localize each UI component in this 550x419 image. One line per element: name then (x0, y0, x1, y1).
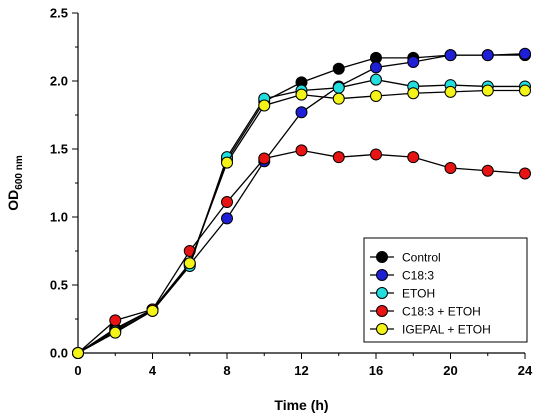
y-tick-label: 2.0 (50, 74, 68, 89)
data-point (481, 49, 494, 62)
legend-item: C18:3 (370, 269, 434, 283)
legend: Control C18:3 ETOH C18:3 + ETOH IGEPAL + ETO… (363, 237, 528, 343)
data-point (519, 167, 531, 180)
data-point (407, 87, 420, 100)
data-point (444, 49, 457, 62)
legend-marker (376, 269, 388, 281)
y-tick-label: 2.5 (50, 6, 68, 21)
data-point (370, 148, 382, 161)
legend-label: Control (402, 251, 441, 265)
y-tick-label: 0.0 (50, 346, 68, 361)
y-tick-label: 0.5 (50, 278, 68, 293)
data-point (258, 152, 271, 165)
y-axis-title-subscript: 600 nm (14, 155, 25, 190)
y-tick-label: 1.5 (50, 142, 68, 157)
y-tick-label: 1.0 (50, 210, 68, 225)
data-point (332, 92, 345, 105)
data-point (332, 81, 345, 94)
data-point (146, 304, 159, 317)
legend-item: IGEPAL + ETOH (370, 323, 491, 337)
legend-marker (376, 305, 388, 317)
data-point (370, 61, 382, 74)
data-point (519, 84, 531, 97)
x-tick-label: 12 (294, 363, 308, 378)
x-tick-label: 20 (443, 363, 457, 378)
x-tick-label: 4 (149, 363, 157, 378)
data-point (444, 162, 457, 175)
series (72, 84, 531, 359)
legend-label: C18:3 (402, 269, 434, 283)
legend-marker (376, 287, 388, 299)
data-point (444, 85, 457, 98)
y-axis-title-main: OD (5, 190, 21, 211)
legend-marker (376, 323, 388, 335)
data-point (481, 164, 494, 177)
data-point (332, 62, 345, 75)
legend-label: C18:3 + ETOH (402, 305, 481, 319)
series-layer (72, 47, 531, 359)
y-axis-title: OD600 nm (5, 155, 25, 211)
data-point (221, 212, 233, 225)
legend-item: ETOH (370, 287, 435, 301)
x-axis-title: Time (h) (274, 397, 328, 413)
data-point (407, 55, 420, 68)
legend-label: ETOH (402, 287, 435, 301)
x-tick-label: 0 (74, 363, 81, 378)
data-point (370, 73, 382, 86)
legend-item: C18:3 + ETOH (370, 305, 481, 319)
data-point (407, 151, 420, 164)
data-point (183, 245, 196, 257)
x-tick-label: 16 (369, 363, 383, 378)
data-point (109, 314, 122, 327)
legend-label: IGEPAL + ETOH (402, 323, 491, 337)
data-point (258, 99, 271, 112)
data-point (332, 151, 345, 164)
data-point (295, 106, 308, 119)
x-tick-label: 24 (518, 363, 533, 378)
data-point (109, 326, 122, 339)
data-point (519, 47, 531, 60)
legend-marker (376, 251, 388, 263)
data-point (221, 156, 233, 169)
data-point (183, 257, 196, 270)
data-point (72, 347, 84, 359)
legend-item: Control (370, 251, 441, 265)
data-point (481, 84, 494, 97)
data-point (370, 89, 382, 102)
data-point (295, 144, 308, 157)
data-point (221, 196, 233, 209)
x-tick-label: 8 (223, 363, 230, 378)
legend-box (363, 237, 528, 343)
data-point (295, 88, 308, 101)
